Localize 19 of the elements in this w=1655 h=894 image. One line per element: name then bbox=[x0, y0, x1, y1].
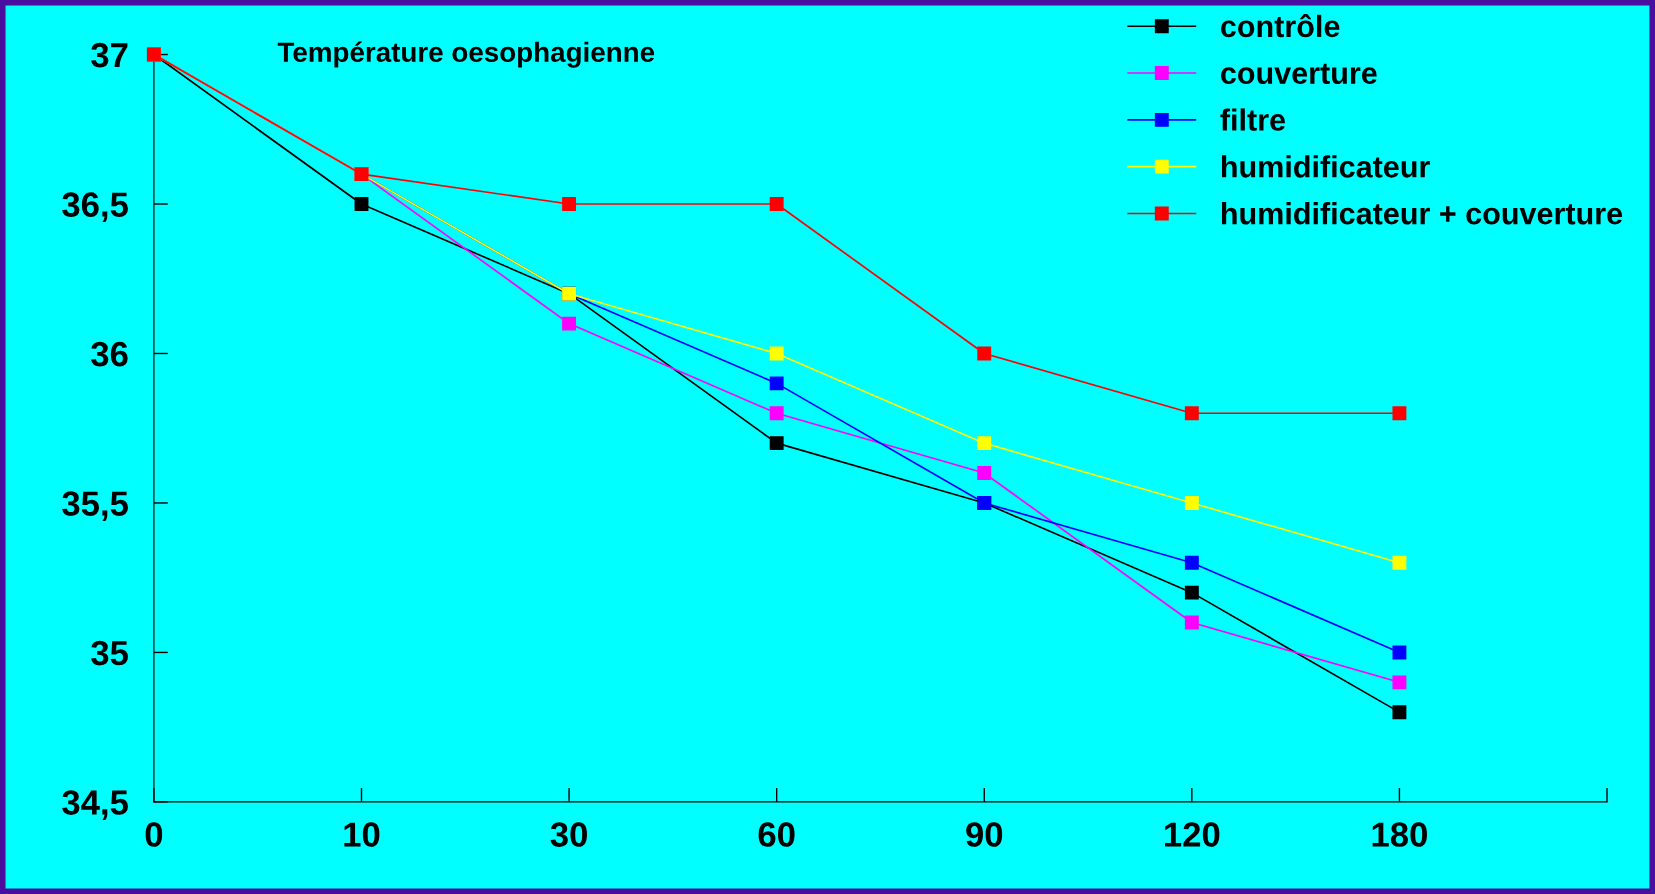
legend-label: filtre bbox=[1220, 108, 1286, 131]
x-tick-label: 120 bbox=[1165, 822, 1220, 847]
x-tick-label: 60 bbox=[758, 822, 795, 847]
x-tick-label: 180 bbox=[1372, 822, 1427, 847]
x-tick-label: 10 bbox=[344, 822, 380, 847]
y-tick-label: 35,5 bbox=[62, 491, 128, 521]
y-tick-label: 36,5 bbox=[62, 192, 128, 222]
x-tick-label: 90 bbox=[966, 822, 1003, 847]
y-tick-label: 34,5 bbox=[62, 790, 128, 820]
x-tick-label: 30 bbox=[550, 822, 587, 847]
legend-label: humidificateur + couverture bbox=[1221, 202, 1623, 225]
y-tick-label: 35 bbox=[91, 640, 128, 666]
y-tick-label: 36 bbox=[91, 341, 128, 367]
chart-title: Température oesophagienne bbox=[277, 41, 655, 68]
y-tick-label: 37 bbox=[91, 42, 128, 68]
legend-label: couverture bbox=[1221, 63, 1377, 85]
legend-label: contrôle bbox=[1221, 14, 1340, 38]
legend-label: humidificateur bbox=[1221, 155, 1430, 178]
x-tick-label: 0 bbox=[145, 822, 163, 847]
